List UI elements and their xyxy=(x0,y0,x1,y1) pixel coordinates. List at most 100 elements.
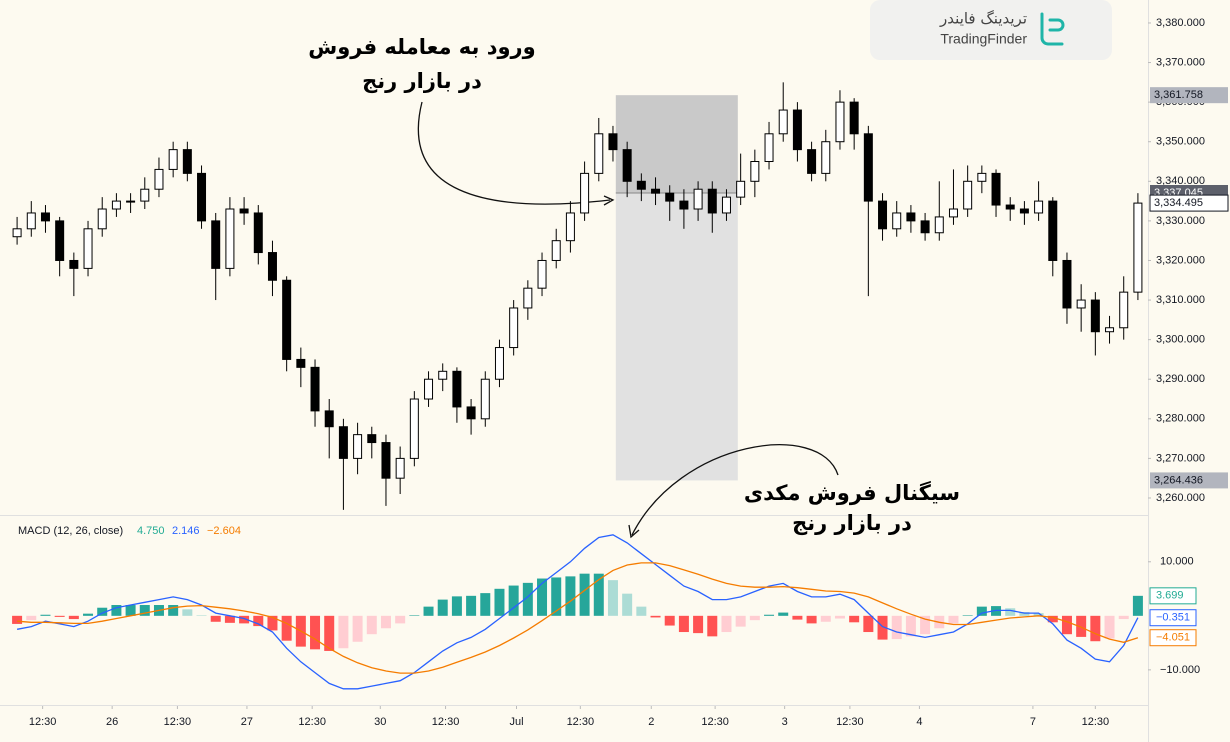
histogram-bar xyxy=(26,615,37,621)
candle-body xyxy=(1133,202,1143,293)
candle-body xyxy=(40,212,50,222)
x-tick-label: 12:30 xyxy=(164,716,192,728)
histogram-bar xyxy=(1019,612,1030,616)
last-value-box xyxy=(1149,587,1197,605)
price-label: 3,334.495 xyxy=(1154,197,1203,209)
histogram-bar xyxy=(834,615,845,619)
histogram-bar xyxy=(68,615,79,620)
candle-body xyxy=(197,172,207,222)
histogram-bar xyxy=(437,599,448,616)
histogram-bar xyxy=(664,615,675,626)
price-label-box xyxy=(1149,194,1229,212)
x-tick-label: Jul xyxy=(509,716,523,728)
candle-body xyxy=(693,188,703,210)
histogram-bar xyxy=(593,573,604,616)
histogram-bar xyxy=(267,615,278,631)
candle-body xyxy=(551,240,561,261)
risk-zone xyxy=(615,95,738,193)
y-tick-label: 3,330.000 xyxy=(1156,215,1205,227)
last-value-label: −4.051 xyxy=(1156,632,1190,644)
histogram-bar xyxy=(522,582,533,616)
candle-body xyxy=(225,208,235,269)
y-tick-label: 3,350.000 xyxy=(1156,136,1205,148)
histogram-bar xyxy=(962,615,973,616)
candle-body xyxy=(1048,200,1058,261)
arrow-head xyxy=(603,195,615,206)
candle-body xyxy=(494,347,504,380)
candle-body xyxy=(977,172,987,182)
histogram-bar xyxy=(494,588,505,616)
last-value-box xyxy=(1149,629,1197,647)
candle-body xyxy=(1062,259,1072,309)
candle-body xyxy=(282,279,292,360)
candle-body xyxy=(608,133,618,151)
candle-body xyxy=(792,109,802,151)
candle-body xyxy=(920,220,930,234)
arrow xyxy=(417,101,611,205)
candle-body xyxy=(424,378,434,400)
histogram-bar xyxy=(281,615,292,641)
y-tick-label: 3,380.000 xyxy=(1156,17,1205,29)
candle-body xyxy=(651,188,661,194)
histogram-bar xyxy=(239,615,250,624)
histogram-bar xyxy=(352,615,363,642)
candle-body xyxy=(211,220,221,269)
histogram-bar xyxy=(849,615,860,623)
annotation-arrows xyxy=(417,101,839,539)
candle-body xyxy=(537,259,547,289)
histogram-bar xyxy=(579,573,590,616)
candle-body xyxy=(1019,208,1029,214)
histogram-bar xyxy=(466,595,477,616)
histogram-bar xyxy=(168,605,179,616)
y-tick-label: 3,310.000 xyxy=(1156,294,1205,306)
x-tick-label: 30 xyxy=(374,716,386,728)
candle-body xyxy=(565,212,575,242)
histogram-bar xyxy=(650,615,661,618)
zone-layer xyxy=(615,95,738,481)
y-tick-label: 3,300.000 xyxy=(1156,334,1205,346)
x-tick-label: 7 xyxy=(1030,716,1036,728)
histogram-bar xyxy=(863,615,874,633)
candle-body xyxy=(353,434,363,459)
histogram-bar xyxy=(480,593,491,616)
annotation: ورود به معامله فروش xyxy=(308,35,535,59)
x-tick-label: 12:30 xyxy=(29,716,57,728)
candle-body xyxy=(807,149,817,174)
histogram-bar xyxy=(1118,615,1129,620)
x-tick-label: 26 xyxy=(106,716,118,728)
candle-body xyxy=(580,172,590,214)
histogram-bar xyxy=(565,576,576,616)
candle-body xyxy=(636,180,646,190)
candle-body xyxy=(111,200,121,210)
x-tick-label: 2 xyxy=(648,716,654,728)
histogram-bar xyxy=(224,615,235,623)
candle-body xyxy=(906,212,916,222)
candle-body xyxy=(1119,291,1129,329)
x-tick-label: 12:30 xyxy=(1082,716,1110,728)
candle-body xyxy=(154,168,164,190)
candle-body xyxy=(438,370,448,380)
histogram-bar xyxy=(1090,615,1101,642)
candle-body xyxy=(26,212,36,230)
candle-body xyxy=(1005,204,1015,210)
candle-body xyxy=(140,188,150,202)
histogram-bar xyxy=(12,615,23,624)
candle-body xyxy=(878,200,888,230)
histogram-bar xyxy=(54,615,65,617)
arrow-head xyxy=(628,524,640,539)
candle-body xyxy=(991,172,1001,206)
histogram-bar xyxy=(806,615,817,624)
histogram-bar xyxy=(891,615,902,640)
histogram-bar xyxy=(1132,595,1143,616)
candle-body xyxy=(239,208,249,214)
y-tick-label: 3,280.000 xyxy=(1156,413,1205,425)
histogram-bar xyxy=(451,596,462,616)
histogram-bar xyxy=(778,612,789,616)
candle-body xyxy=(466,406,476,420)
histogram-bar xyxy=(877,615,888,640)
candle-body xyxy=(523,287,533,309)
reward-zone xyxy=(615,192,738,481)
price-label-box xyxy=(1150,87,1228,104)
